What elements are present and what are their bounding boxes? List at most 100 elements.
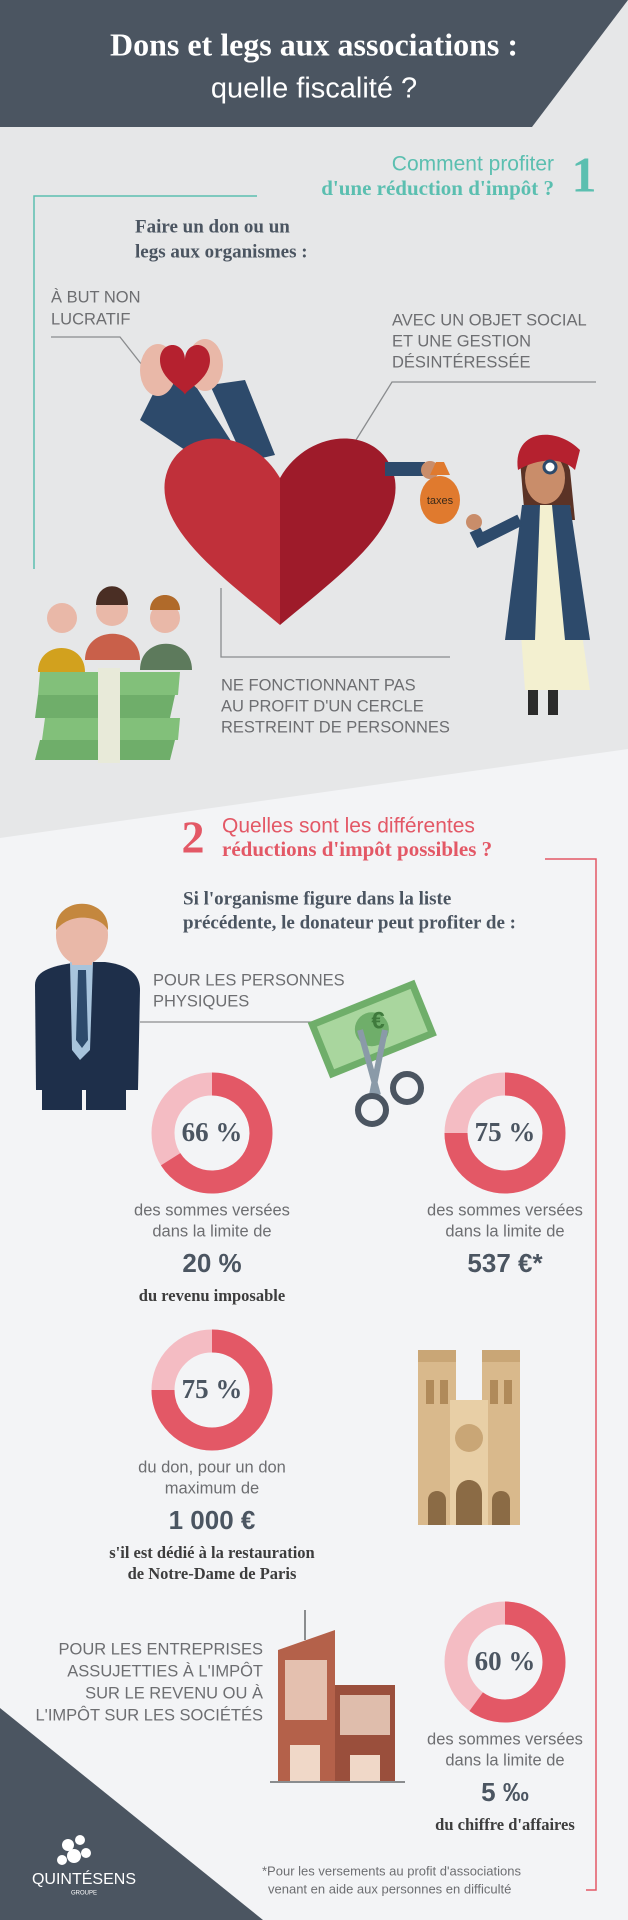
notre-dame-illustration-part xyxy=(418,1350,456,1362)
pointer-line xyxy=(51,336,143,366)
criterion: AVEC UN OBJET SOCIAL xyxy=(392,311,587,329)
heart-illustration-part xyxy=(430,462,450,475)
subtitle: quelle fiscalité ? xyxy=(211,73,417,105)
reduction-limit: 537 €* xyxy=(467,1248,543,1278)
section-rule xyxy=(545,858,597,1891)
notre-dame-illustration-part xyxy=(440,1380,448,1404)
intro-text: legs aux organismes : xyxy=(135,241,308,262)
logo-mark-part xyxy=(81,1848,91,1858)
marianne-illustration-part xyxy=(469,514,523,549)
heart-illustration-part xyxy=(385,462,425,476)
audience-label: PHYSIQUES xyxy=(153,992,249,1010)
man-illustration-part xyxy=(42,1088,82,1110)
marianne-illustration-part xyxy=(548,690,558,715)
footer-corner xyxy=(0,1708,263,1920)
logo-mark-part xyxy=(67,1849,81,1863)
donut-label: 66 % xyxy=(182,1117,243,1147)
reduction-text: des sommes versées xyxy=(427,1201,583,1219)
marianne-illustration-part xyxy=(542,459,558,475)
audience-label: POUR LES PERSONNES xyxy=(153,971,345,989)
marianne-illustration xyxy=(466,434,590,715)
donut-charts: 66 % des sommes versées dans la limite de 2… xyxy=(109,1072,583,1834)
audience-label: POUR LES ENTREPRISES xyxy=(59,1640,263,1658)
section-number: 1 xyxy=(572,146,597,202)
donors-illustration-part xyxy=(150,603,180,633)
reduction-limit: 5 ‰ xyxy=(481,1777,529,1807)
bill-symbol: € xyxy=(371,1007,384,1034)
logo-name: QUINTÉSENS xyxy=(32,1869,136,1888)
man-illustration-part xyxy=(55,903,109,930)
title: Dons et legs aux associations : xyxy=(110,26,518,62)
footnote: *Pour les versements au profit d'associa… xyxy=(262,1863,521,1878)
heart-illustration-part xyxy=(280,438,396,625)
man-illustration-part xyxy=(76,970,88,1048)
criterion: À BUT NON xyxy=(51,287,141,306)
pointer-line xyxy=(220,588,450,658)
donors-illustration-part xyxy=(140,643,192,670)
reduction-text: dans la limite de xyxy=(152,1222,271,1240)
notre-dame-illustration xyxy=(418,1350,520,1525)
donut-label: 75 % xyxy=(182,1374,243,1404)
intro-text: précédente, le donateur peut profiter de… xyxy=(183,912,516,933)
heart-illustration-part xyxy=(160,345,210,395)
reduction-limit: 20 % xyxy=(182,1248,241,1278)
donors-illustration-part xyxy=(96,586,128,605)
notre-dame-illustration-part xyxy=(504,1380,512,1404)
section-heading: Quelles sont les différentes xyxy=(222,815,475,838)
audience-label: ASSUJETTIES À L'IMPÔT xyxy=(67,1661,263,1680)
section-heading: réductions d'impôt possibles ? xyxy=(222,837,492,861)
heart-illustration-part xyxy=(164,438,280,625)
donors-illustration-part xyxy=(85,633,140,660)
notre-dame-illustration-part xyxy=(492,1491,510,1525)
logo-mark xyxy=(57,1835,91,1865)
criterion: NE FONCTIONNANT PAS xyxy=(221,676,416,694)
logo-mark-part xyxy=(57,1855,67,1865)
marianne-illustration-part xyxy=(517,434,580,470)
intro-text: Si l'organisme figure dans la liste xyxy=(183,888,451,909)
donors-illustration-part xyxy=(38,648,85,672)
section-rule xyxy=(33,195,257,569)
bill-illustration-part xyxy=(390,1071,424,1105)
reduction-note: du chiffre d'affaires xyxy=(435,1815,575,1834)
reduction-text: dans la limite de xyxy=(445,1751,564,1769)
marianne-illustration-part xyxy=(505,505,540,640)
notre-dame-illustration-part xyxy=(490,1380,498,1404)
pointer-line xyxy=(355,381,596,441)
donors-illustration-part xyxy=(47,603,77,633)
criterion: DÉSINTÉRESSÉE xyxy=(392,352,530,371)
reduction-note: s'il est dédié à la restauration xyxy=(109,1543,314,1562)
donut-arc xyxy=(151,1329,273,1451)
building-illustration-part xyxy=(350,1755,380,1782)
criterion: ET UNE GESTION xyxy=(392,332,531,350)
logo-mark-part xyxy=(75,1835,85,1845)
reduction-limit: 1 000 € xyxy=(169,1505,256,1535)
building-illustration-part xyxy=(285,1660,327,1720)
header-band xyxy=(0,0,628,127)
bill-illustration-part xyxy=(355,1093,389,1127)
notre-dame-illustration-part xyxy=(455,1424,483,1452)
donut-arc xyxy=(444,1072,566,1194)
reduction-text: dans la limite de xyxy=(445,1222,564,1240)
marianne-illustration-part xyxy=(466,514,482,530)
criterion: LUCRATIF xyxy=(51,310,130,328)
donut-arc xyxy=(469,1601,566,1723)
man-illustration-part xyxy=(86,1088,126,1110)
intro-text: Faire un don ou un xyxy=(135,216,290,237)
notre-dame-illustration-part xyxy=(426,1380,434,1404)
notre-dame-illustration-part xyxy=(456,1480,482,1525)
marianne-illustration-part xyxy=(528,690,538,715)
bag-label: taxes xyxy=(427,495,454,507)
audience-label: L'IMPÔT SUR LES SOCIÉTÉS xyxy=(36,1705,264,1724)
donors-illustration xyxy=(35,586,192,763)
building-illustration xyxy=(270,1610,405,1783)
criterion: AU PROFIT D'UN CERCLE xyxy=(221,697,424,715)
section-heading: Comment profiter xyxy=(392,153,554,176)
notre-dame-illustration-part xyxy=(428,1491,446,1525)
heart-illustration xyxy=(140,339,460,625)
footnote: venant en aide aux personnes en difficul… xyxy=(268,1881,511,1896)
donut-label: 75 % xyxy=(475,1117,536,1147)
section-heading: d'une réduction d'impôt ? xyxy=(321,176,554,200)
bill-illustration-part xyxy=(369,1029,388,1096)
reduction-text: des sommes versées xyxy=(427,1730,583,1748)
